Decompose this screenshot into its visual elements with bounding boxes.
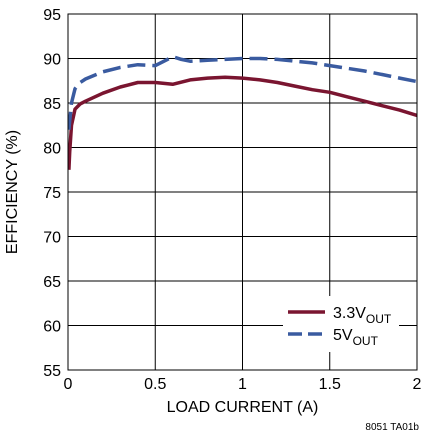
x-axis-label: LOAD CURRENT (A) — [167, 399, 319, 416]
y-tick-label: 80 — [43, 141, 61, 158]
y-tick-label: 70 — [43, 230, 61, 247]
figure-code: 8051 TA01b — [365, 422, 419, 433]
y-axis-label: EFFICIENCY (%) — [4, 130, 21, 254]
y-tick-label: 90 — [43, 52, 61, 69]
y-tick-label: 65 — [43, 274, 61, 291]
legend-label-5v: 5VOUT — [333, 327, 379, 348]
y-tick-label: 60 — [43, 319, 61, 336]
legend-label-3v3: 3.3VOUT — [333, 305, 392, 326]
y-tick-label: 55 — [43, 363, 61, 380]
x-tick-label: 1.5 — [319, 376, 341, 393]
plot-frame — [67, 13, 418, 371]
x-tick-label: 0 — [64, 376, 73, 393]
x-tick-label: 2 — [413, 376, 422, 393]
x-tick-label: 1 — [238, 376, 247, 393]
tick-labels: 0 0.5 1 1.5 2 55 60 65 70 75 80 85 90 95 — [43, 7, 421, 393]
series-3v3-line — [68, 75, 417, 170]
x-tick-label: 0.5 — [144, 376, 166, 393]
series-5v-line — [68, 54, 417, 130]
series-lines — [68, 54, 417, 170]
y-tick-label: 85 — [43, 96, 61, 113]
legend-background — [283, 296, 399, 352]
y-tick-label: 75 — [43, 185, 61, 202]
y-tick-label: 95 — [43, 7, 61, 24]
